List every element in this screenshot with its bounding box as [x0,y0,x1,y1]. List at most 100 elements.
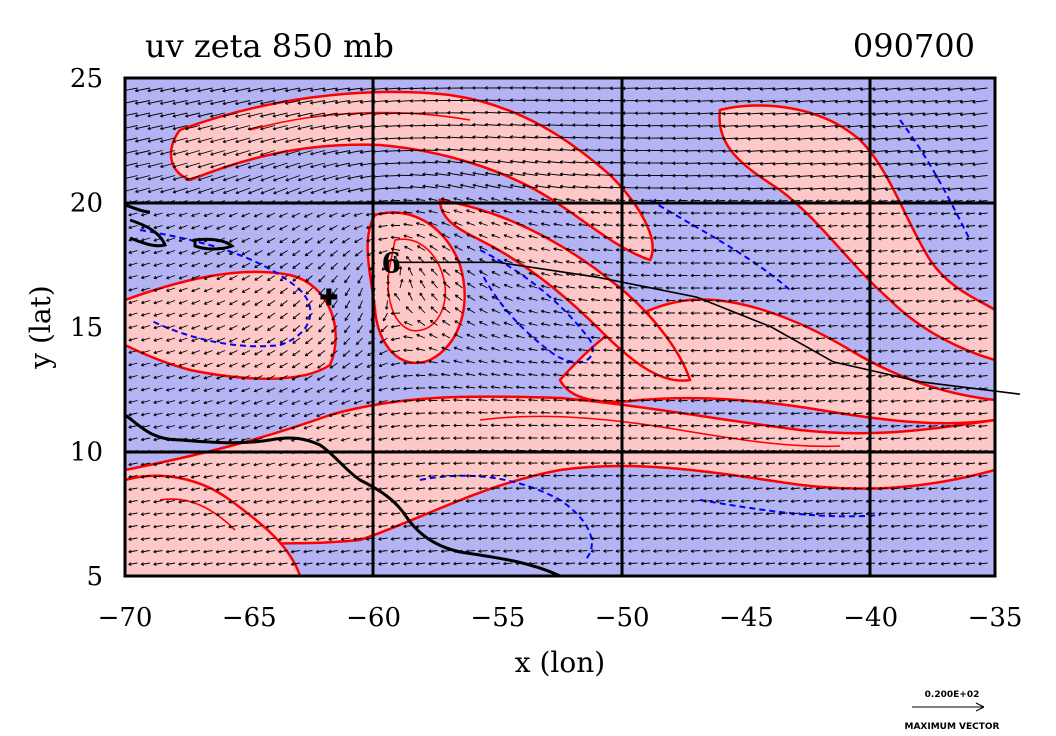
wind-vector [835,137,851,140]
wind-vector [972,112,988,116]
wind-vector [260,137,276,143]
wind-vector-head [185,164,189,169]
wind-vector-head [116,263,119,266]
wind-vector-head [285,126,289,131]
wind-vector-head [697,161,701,166]
wind-vector-head [922,100,926,104]
wind-vector-head [235,114,239,118]
wind-vector-head [547,147,551,152]
wind-vector [235,112,251,118]
wind-vector [272,112,288,117]
wind-vector [260,87,276,92]
wind-vector [91,513,100,515]
wind-vector [247,87,263,92]
wind-vector-head [659,148,663,153]
wind-vector-head [91,263,94,266]
wind-vector-head [859,112,863,117]
wind-vector-head [672,86,676,91]
wind-vector-head [972,137,976,142]
wind-vector [484,124,501,126]
wind-vector-head [584,98,588,103]
wind-vector [125,88,126,89]
wind-vector [847,112,863,115]
wind-vector-head [534,86,538,90]
wind-vector-head [104,313,107,316]
wind-vector-head [409,111,413,116]
wind-vector [197,112,213,117]
wind-vector [135,112,151,117]
wind-vector [734,150,751,152]
wind-vector [197,137,213,143]
wind-vector-head [459,135,463,139]
wind-vector [372,87,388,90]
wind-vector-head [884,149,888,154]
wind-vector [98,151,113,154]
wind-vector-head [422,148,426,152]
wind-vector [91,426,100,428]
wind-vector [684,125,701,127]
wind-vector-head [572,135,576,140]
wind-vector-head [110,89,113,92]
wind-vector [125,113,126,114]
wind-vector-head [459,122,463,127]
wind-vector-head [509,135,513,139]
wind-vector [297,125,313,130]
wind-vector [510,160,526,164]
wind-vector [535,160,551,164]
wind-vector-head [91,351,94,354]
wind-vector-head [572,147,576,152]
wind-vector-head [447,135,451,140]
wind-vector-head [484,135,488,139]
wind-vector-head [809,87,813,92]
wind-vector-head [484,147,489,151]
wind-vector-head [472,86,476,90]
wind-vector-head [772,137,776,141]
wind-vector [697,100,713,102]
wind-vector-head [285,101,289,105]
wind-vector [972,137,988,141]
wind-vector-head [110,139,113,142]
wind-vector [734,137,751,140]
wind-vector [559,148,576,151]
wind-vector [960,125,976,128]
positive-vorticity-regions [125,90,995,576]
wind-vector [835,125,851,128]
wind-vector [298,162,313,168]
wind-vector-head [116,401,119,404]
wind-vector-head [597,98,601,103]
wind-vector-head [135,88,139,93]
wind-vector [235,100,251,105]
wind-vector [697,112,713,115]
wind-vector-head [285,165,289,169]
wind-vector-head [722,87,726,91]
wind-vector [497,111,513,114]
wind-vector [310,87,326,92]
wind-vector-head [422,123,426,128]
wind-vector-head [160,101,164,105]
wind-vector [210,137,226,143]
wind-vector [260,150,276,156]
wind-vector-head [547,123,551,127]
wind-vector-head [909,100,914,104]
wind-vector-head [322,151,326,156]
wind-vector-head [797,99,801,104]
wind-vector [335,87,351,91]
wind-vector-head [834,149,838,154]
wind-vector-head [422,98,426,103]
wind-vector-head [684,124,688,128]
wind-vector-head [434,86,438,91]
wind-vector-head [747,162,751,166]
wind-vector-head [634,111,638,116]
wind-vector [572,161,588,164]
wind-vector-head [91,226,94,229]
wind-vector [822,100,838,103]
wind-vector-head [609,111,613,115]
wind-vector-head [872,112,876,117]
wind-vector-head [859,99,863,104]
wind-vector [972,150,988,153]
wind-vector [322,150,338,155]
wind-vector [485,160,501,164]
wind-vector [160,100,176,105]
wind-vector-head [947,137,951,142]
wind-vector-head [197,164,202,169]
